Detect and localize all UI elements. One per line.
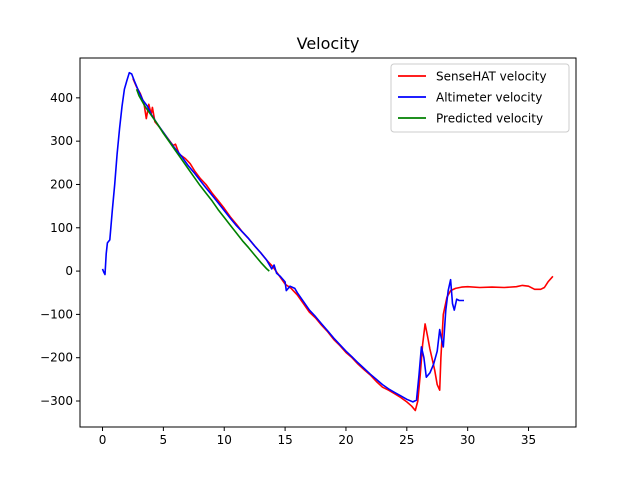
y-tick-label-2: −100	[40, 307, 73, 321]
x-tick-label-5: 25	[399, 433, 414, 447]
legend-label-0: SenseHAT velocity	[436, 70, 547, 84]
x-tick-label-7: 35	[521, 433, 536, 447]
plot-area	[101, 71, 554, 412]
y-tick-label-7: 400	[50, 91, 73, 105]
y-tick-label-3: 0	[65, 264, 73, 278]
x-tick-label-1: 5	[160, 433, 168, 447]
x-tick-label-4: 20	[338, 433, 353, 447]
legend: SenseHAT velocity Altimeter velocity Predi…	[390, 63, 570, 133]
x-tick-label-0: 0	[99, 433, 107, 447]
y-tick-label-4: 100	[50, 221, 73, 235]
x-tick-label-3: 15	[277, 433, 292, 447]
axes-frame	[79, 57, 577, 428]
y-tick-label-0: −300	[40, 394, 73, 408]
legend-box	[390, 63, 570, 133]
chart-title: Velocity	[297, 34, 360, 53]
x-tick-label-6: 30	[460, 433, 475, 447]
series-line-2	[135, 88, 270, 272]
y-tick-label-1: −200	[40, 351, 73, 365]
series-line-1	[101, 71, 464, 403]
y-tick-label-5: 200	[50, 177, 73, 191]
legend-label-2: Predicted velocity	[436, 112, 543, 126]
y-axis: −300 −200 −100 0 100 200 300 400	[40, 91, 80, 408]
x-tick-label-2: 10	[217, 433, 232, 447]
x-axis: 0 5 10 15 20 25 30 35	[99, 427, 536, 447]
legend-label-1: Altimeter velocity	[436, 91, 542, 105]
y-tick-label-6: 300	[50, 134, 73, 148]
